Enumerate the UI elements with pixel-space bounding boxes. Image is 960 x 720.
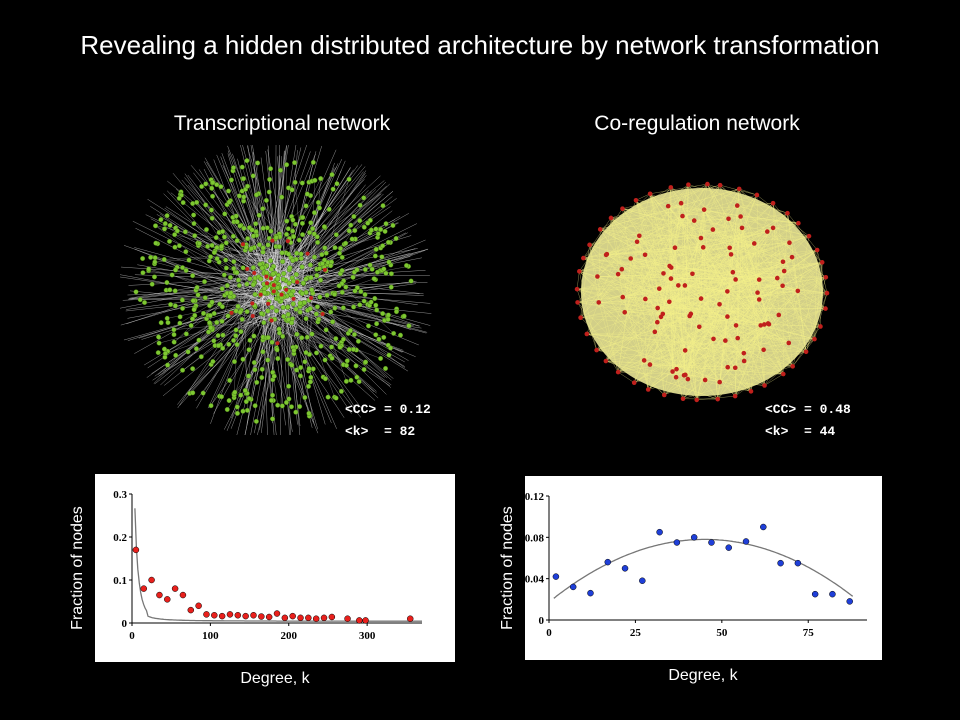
data-point <box>742 538 750 545</box>
left-plot-background <box>95 474 455 662</box>
right-cc-stat: <CC> = 0.48 <box>765 402 851 417</box>
data-point <box>171 585 179 592</box>
data-point <box>265 613 273 621</box>
data-point <box>218 612 226 620</box>
data-point <box>281 614 289 622</box>
page-title: Revealing a hidden distributed architect… <box>80 30 880 60</box>
x-tick-label: 50 <box>716 627 728 639</box>
data-point <box>569 583 577 591</box>
x-tick-label: 300 <box>359 630 376 642</box>
y-tick-label: 0 <box>122 618 128 630</box>
data-point <box>211 612 218 619</box>
data-point <box>604 558 612 566</box>
y-tick-label: 0.12 <box>525 491 545 503</box>
data-point <box>226 611 234 618</box>
transcriptional-network-title: Transcriptional network <box>173 112 391 135</box>
data-point <box>132 546 140 554</box>
transcriptional-network-graph <box>120 145 432 435</box>
right-y-axis-label: Fraction of nodes <box>499 506 516 630</box>
right-k-stat: <k> = 44 <box>765 424 836 439</box>
left-cc-stat: <CC> = 0.12 <box>345 402 431 417</box>
data-point <box>621 565 629 572</box>
data-point <box>234 612 242 619</box>
data-point <box>777 559 784 567</box>
left-y-axis-label: Fraction of nodes <box>69 506 86 630</box>
coregulation-network-graph <box>574 181 830 403</box>
y-tick-label: 0 <box>539 615 545 627</box>
data-point <box>289 612 296 620</box>
data-point <box>587 589 594 597</box>
data-point <box>344 615 351 622</box>
data-point <box>305 614 312 622</box>
right-x-axis-label: Degree, k <box>668 667 738 684</box>
data-point <box>406 615 414 622</box>
data-point <box>156 591 163 599</box>
data-point <box>179 591 187 599</box>
x-tick-label: 0 <box>546 627 552 639</box>
transcriptional-degree-plot: 0 0.1 0.2 0.3 0 100 200 300 <box>113 489 422 642</box>
data-point <box>708 539 715 546</box>
data-point <box>760 523 767 531</box>
data-point <box>811 590 819 598</box>
data-point <box>829 590 836 598</box>
data-point <box>362 617 369 624</box>
y-tick-label: 0.3 <box>113 489 127 501</box>
data-point <box>656 528 663 536</box>
data-point <box>320 614 328 622</box>
x-tick-label: 100 <box>202 630 219 642</box>
data-point <box>794 559 802 567</box>
data-point <box>552 573 560 580</box>
y-tick-label: 0.2 <box>113 532 127 544</box>
fit-curve <box>553 538 854 599</box>
left-x-axis-label: Degree, k <box>240 670 310 687</box>
y-tick-label: 0.08 <box>525 532 545 544</box>
x-tick-label: 200 <box>281 630 298 642</box>
left-k-stat: <k> = 82 <box>345 424 416 439</box>
x-tick-label: 75 <box>803 627 815 639</box>
coregulation-network-title: Co-regulation network <box>594 112 800 135</box>
network-nodes <box>574 181 830 403</box>
data-point <box>242 612 249 620</box>
network-edges <box>576 183 828 401</box>
fit-curve <box>134 508 422 622</box>
data-point <box>312 615 320 622</box>
data-point <box>846 598 853 605</box>
x-tick-label: 25 <box>630 627 642 639</box>
x-tick-label: 0 <box>129 630 135 642</box>
data-point <box>203 611 210 618</box>
y-tick-label: 0.1 <box>113 575 127 587</box>
network-nodes <box>133 158 414 424</box>
right-plot-background <box>525 476 882 660</box>
data-point <box>258 613 265 620</box>
data-point <box>328 613 336 621</box>
data-point <box>725 544 732 551</box>
data-point <box>297 614 304 622</box>
data-point <box>195 602 202 610</box>
data-point <box>639 577 646 584</box>
data-point <box>273 610 281 617</box>
data-point <box>673 539 681 546</box>
y-tick-label: 0.04 <box>525 574 545 586</box>
data-point <box>140 585 148 592</box>
data-point <box>250 612 257 619</box>
data-point <box>690 534 698 541</box>
data-point <box>148 576 155 584</box>
data-point <box>187 606 195 614</box>
coregulation-degree-plot: 0 0.04 0.08 0.12 0 25 50 75 <box>525 491 867 639</box>
data-point <box>356 617 363 624</box>
data-point <box>164 596 171 603</box>
